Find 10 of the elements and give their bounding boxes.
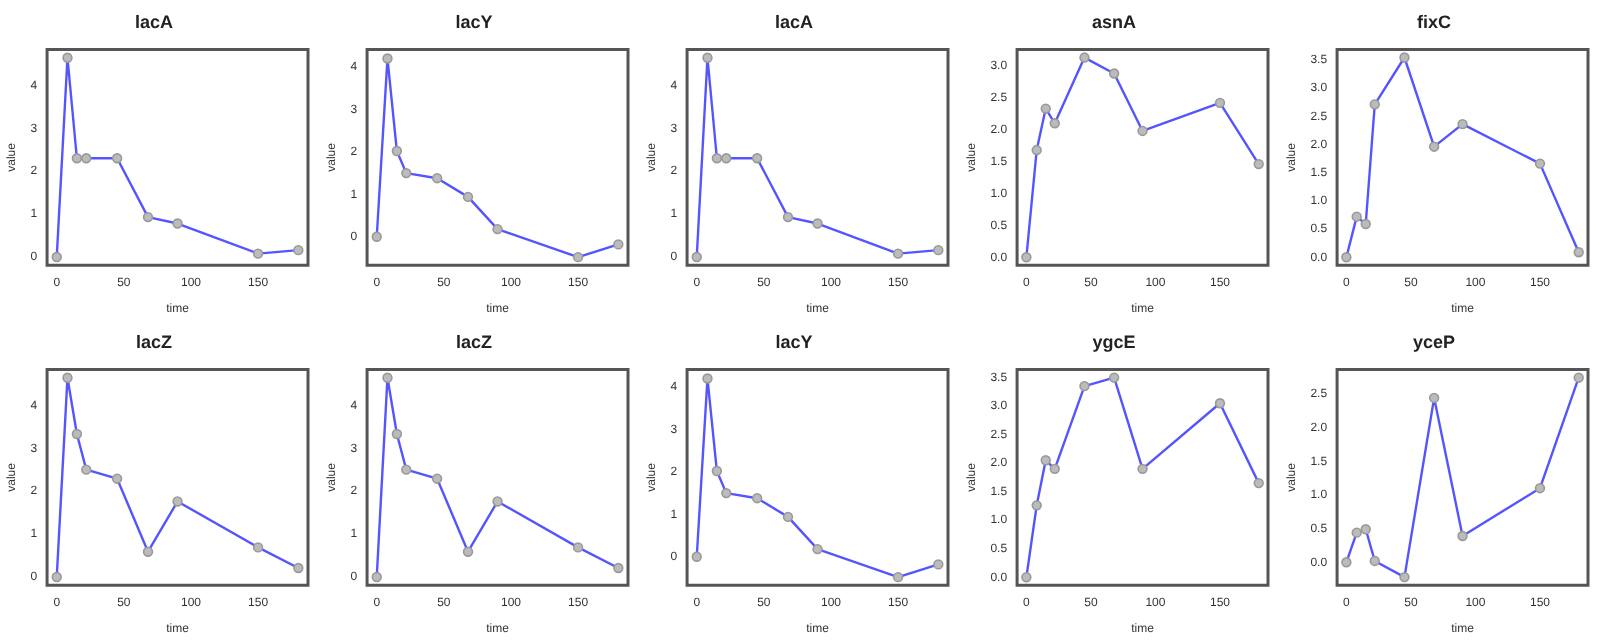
chart-title: asnA [1091,11,1137,32]
chart-title: yceP [1412,331,1456,352]
chart-title: lacY [775,331,813,352]
chart-title: lacA [134,11,175,32]
chart-title: fixC [1416,11,1452,32]
chart-title: ygcE [1092,331,1136,352]
chart-title: lacA [774,11,815,32]
chart-title: lacZ [455,331,494,352]
chart-title: lacY [455,11,493,32]
chart-title: lacZ [135,331,174,352]
